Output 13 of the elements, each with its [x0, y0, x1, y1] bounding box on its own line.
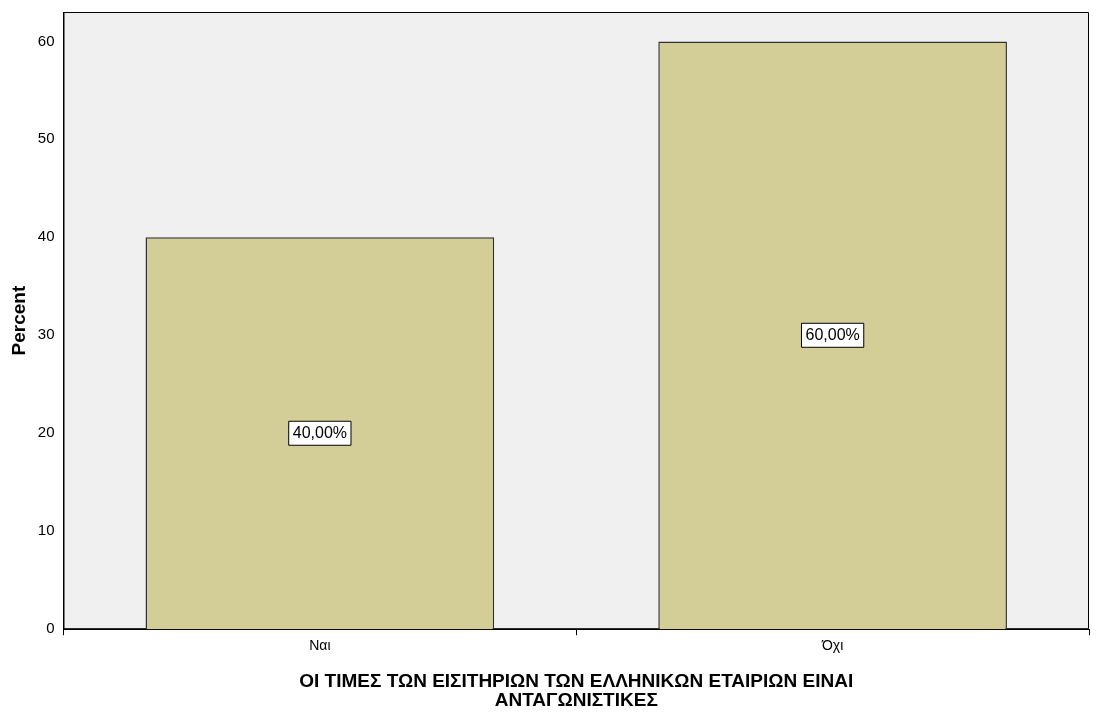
y-axis-title: Percent: [7, 285, 29, 356]
data-label: 60,00%: [805, 325, 860, 343]
y-tick-label: 10: [37, 521, 55, 539]
data-label: 40,00%: [292, 423, 347, 441]
y-tick-label: 20: [37, 423, 55, 441]
x-tick-label: Όχι: [820, 637, 844, 654]
x-tick-label: Ναι: [309, 637, 331, 654]
y-tick-label: 40: [37, 227, 55, 245]
x-axis-title: ΟΙ ΤΙΜΕΣ ΤΩΝ ΕΙΣΙΤΗΡΙΩΝ ΤΩΝ ΕΛΛΗΝΙΚΩΝ ΕΤΑΙΡΙΩΝ ΕΙΝΑΙ ΑΝΤΑΓΩΝΙΣΤΙΚΕΣ: [299, 669, 854, 710]
y-tick-label: 50: [37, 129, 55, 147]
y-tick-label: 0: [46, 619, 55, 637]
y-tick-label: 30: [37, 325, 55, 343]
y-tick-label: 60: [37, 31, 55, 49]
